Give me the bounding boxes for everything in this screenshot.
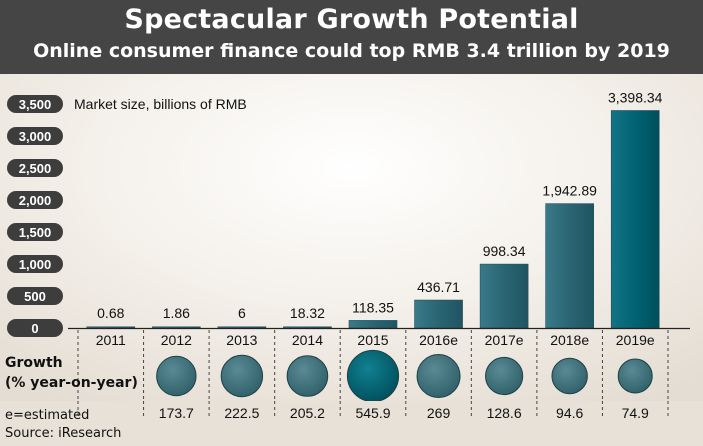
header-banner: Spectacular Growth Potential Online cons… (0, 0, 703, 74)
chart-subtitle: Online consumer finance could top RMB 3.… (0, 40, 703, 62)
bar-value-label: 1.86 (163, 305, 190, 321)
bar-value-label: 3,398.34 (608, 90, 663, 106)
growth-bubble (287, 356, 328, 397)
growth-sublabel: (% year-on-year) (5, 375, 138, 391)
source-note: Source: iResearch (5, 426, 121, 441)
y-tick-label: 2,000 (19, 193, 52, 208)
growth-bubble (552, 358, 587, 393)
y-tick-label: 0 (31, 321, 38, 336)
y-tick-label: 1,000 (19, 257, 52, 272)
y-tick-label: 3,500 (19, 97, 52, 112)
y-tick-label: 1,500 (19, 225, 52, 240)
growth-bubble (157, 356, 196, 395)
bar (480, 264, 528, 328)
growth-value-label: 128.6 (487, 405, 522, 421)
bar-value-label: 118.35 (352, 299, 394, 315)
bar-value-label: 1,942.89 (542, 183, 597, 199)
bar (152, 327, 200, 328)
bar (415, 300, 463, 328)
growth-bubble (618, 359, 652, 393)
chart-background (0, 74, 703, 401)
bar (87, 327, 135, 328)
x-tick-label: 2017e (485, 332, 524, 348)
y-tick-label: 3,000 (19, 129, 52, 144)
growth-bubble (486, 357, 523, 394)
bar-value-label: 0.68 (97, 305, 124, 321)
bar (546, 204, 594, 328)
x-tick-label: 2016e (419, 332, 458, 348)
bar-value-label: 998.34 (483, 243, 526, 259)
bar-chart: Market size, billions of RMB 3,500 3,000 2… (0, 74, 703, 401)
x-tick-label: 2011 (96, 332, 126, 348)
growth-value-label: 269 (427, 405, 451, 421)
x-tick-label: 2014 (292, 332, 323, 348)
growth-value-label: 545.9 (355, 405, 390, 421)
bar (283, 327, 331, 328)
bar (349, 320, 397, 328)
bar-value-label: 6 (238, 305, 246, 321)
growth-label: Growth (5, 355, 63, 371)
growth-bubble (347, 350, 398, 401)
y-tick-label: 2,500 (19, 161, 52, 176)
y-axis-label: Market size, billions of RMB (74, 96, 247, 112)
growth-value-label: 94.6 (556, 405, 583, 421)
growth-bubble (417, 355, 460, 398)
estimated-note: e=estimated (5, 408, 89, 423)
x-tick-label: 2019e (616, 332, 655, 348)
infographic: Spectacular Growth Potential Online cons… (0, 0, 703, 446)
bar-value-label: 436.71 (417, 279, 460, 295)
growth-value-label: 173.7 (159, 405, 194, 421)
growth-value-label: 74.9 (622, 405, 649, 421)
y-tick-label: 500 (24, 289, 46, 304)
growth-bubble (221, 355, 262, 396)
bar-value-label: 18.32 (290, 305, 325, 321)
bar (218, 327, 266, 328)
x-tick-label: 2013 (226, 332, 257, 348)
growth-value-label: 205.2 (290, 405, 325, 421)
x-tick-label: 2018e (550, 332, 589, 348)
x-tick-label: 2015 (357, 332, 388, 348)
chart-title: Spectacular Growth Potential (0, 4, 703, 35)
x-tick-label: 2012 (161, 332, 192, 348)
bar (611, 111, 659, 328)
growth-value-label: 222.5 (224, 405, 259, 421)
